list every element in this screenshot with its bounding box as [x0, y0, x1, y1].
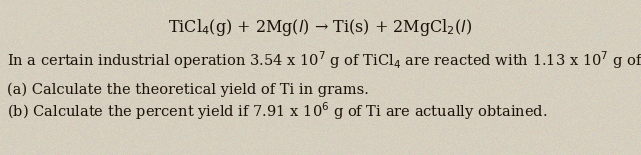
Text: In a certain industrial operation 3.54 x 10$^7$ g of TiCl$_4$ are reacted with 1: In a certain industrial operation 3.54 x… — [7, 49, 641, 71]
Text: TiCl$_4$(g) + 2Mg($l$) → Ti(s) + 2MgCl$_2$($l$): TiCl$_4$(g) + 2Mg($l$) → Ti(s) + 2MgCl$_… — [168, 17, 472, 38]
Text: (b) Calculate the percent yield if 7.91 x 10$^6$ g of Ti are actually obtained.: (b) Calculate the percent yield if 7.91 … — [7, 100, 547, 122]
Text: (a) Calculate the theoretical yield of Ti in grams.: (a) Calculate the theoretical yield of T… — [7, 83, 369, 97]
